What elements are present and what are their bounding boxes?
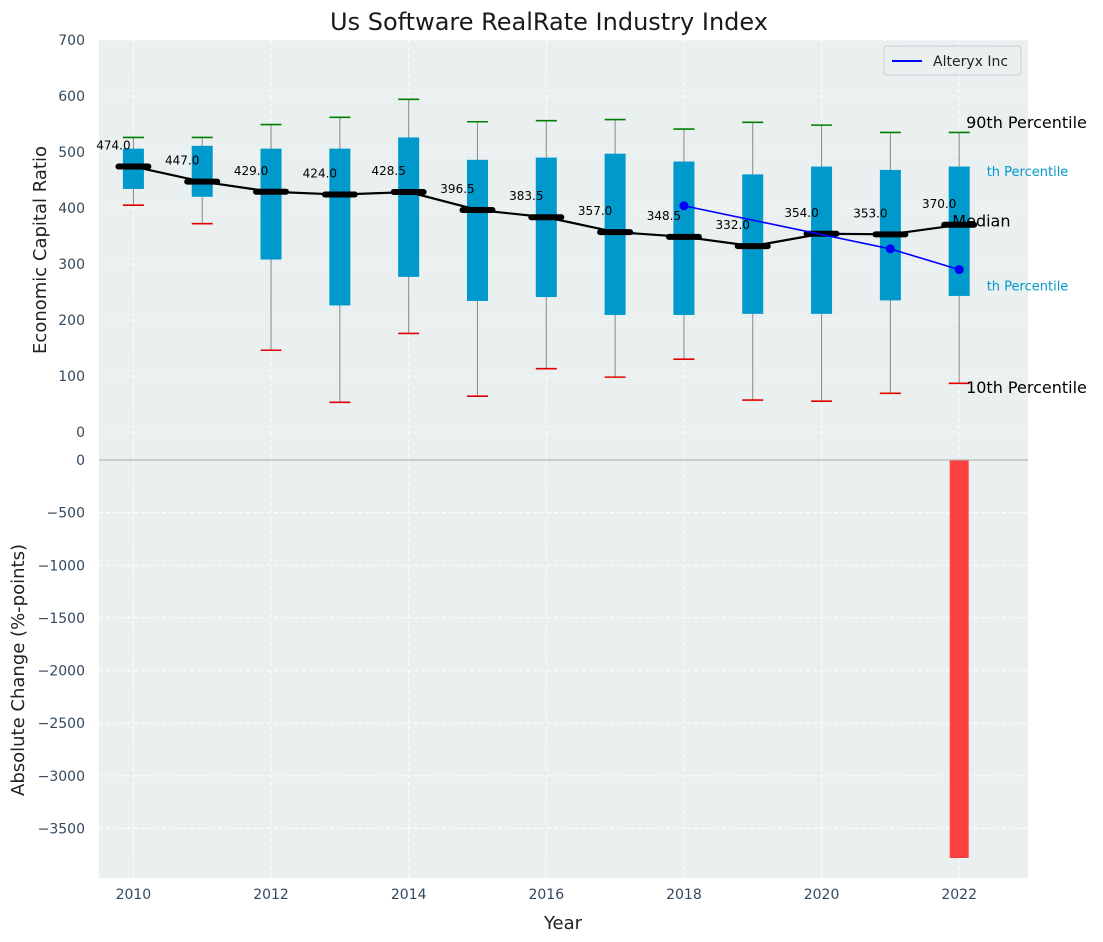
bottom-gridlines xyxy=(99,459,1028,878)
x-tick-label: 2018 xyxy=(666,887,702,903)
annotation-th-percentile: th Percentile xyxy=(987,279,1069,294)
box-2020 xyxy=(811,166,833,314)
bottom-y-tick-label: −3500 xyxy=(38,822,85,838)
top-y-tick-label: 100 xyxy=(58,369,85,385)
bottom-y-axis-label: Absolute Change (%-points) xyxy=(8,544,29,796)
x-tick-label: 2012 xyxy=(253,887,289,903)
median-label-2016: 383.5 xyxy=(509,189,543,203)
bottom-y-tick-label: −1500 xyxy=(38,611,85,627)
x-axis-label: Year xyxy=(543,913,583,934)
bottom-y-tick-label: −3000 xyxy=(38,769,85,785)
box-2013 xyxy=(329,148,351,306)
top-y-axis-label: Economic Capital Ratio xyxy=(30,146,51,354)
annotation-median: Median xyxy=(952,211,1010,230)
percentile-annotation-group: 90th Percentile th Percentile Median th Per… xyxy=(952,113,1087,397)
bottom-y-tick-label: −1000 xyxy=(38,558,85,574)
series-point-2022 xyxy=(954,265,964,275)
x-tick-label: 2022 xyxy=(941,887,977,903)
median-label-2018: 348.5 xyxy=(647,209,681,223)
chart-title: Us Software RealRate Industry Index xyxy=(330,8,768,36)
change-bar-group xyxy=(949,460,969,858)
box-2015 xyxy=(466,159,488,301)
bottom-y-tick-label: −2500 xyxy=(38,716,85,732)
company-series-group xyxy=(679,201,964,275)
legend[interactable]: Alteryx Inc xyxy=(883,45,1022,76)
annotation-th-percentile: th Percentile xyxy=(987,165,1069,180)
top-y-tick-label: 700 xyxy=(58,33,85,49)
median-label-2017: 357.0 xyxy=(578,204,612,218)
median-label-2014: 428.5 xyxy=(371,164,405,178)
series-point-2021 xyxy=(885,244,895,254)
top-y-tick-label: 200 xyxy=(58,313,85,329)
x-tick-label: 2014 xyxy=(391,887,427,903)
median-label-group: 474.0 447.0 429.0 424.0 428.5 396.5 383.5 357.0… xyxy=(96,139,956,233)
bottom-panel: 0 −500 −1000 −1500 −2000 −2500 −3000 −3500 2010… xyxy=(8,453,1028,934)
bottom-plot-background xyxy=(99,460,1028,878)
box-2022 xyxy=(948,166,970,296)
change-bar-2022 xyxy=(949,460,969,858)
median-label-2011: 447.0 xyxy=(165,154,199,168)
median-label-2010: 474.0 xyxy=(96,139,130,153)
top-y-tick-labels: 0 100 200 300 400 500 600 700 xyxy=(58,33,85,441)
median-label-2022: 370.0 xyxy=(922,197,956,211)
bottom-y-tick-labels: 0 −500 −1000 −1500 −2000 −2500 −3000 −3500 xyxy=(38,453,85,838)
top-panel: 0 100 200 300 400 500 600 700 474.0 447.0 429.0 42… xyxy=(30,33,1087,460)
top-y-tick-label: 0 xyxy=(76,425,85,441)
box-2014 xyxy=(398,137,420,277)
median-label-2020: 354.0 xyxy=(784,206,818,220)
box-2016 xyxy=(535,157,557,298)
x-tick-label: 2016 xyxy=(528,887,564,903)
bottom-y-tick-label: −500 xyxy=(47,506,85,522)
bottom-y-tick-label: −2000 xyxy=(38,664,85,680)
annotation-10th-percentile: 10th Percentile xyxy=(966,378,1087,397)
median-label-2021: 353.0 xyxy=(853,206,887,220)
x-tick-label: 2020 xyxy=(804,887,840,903)
legend-box xyxy=(883,45,1022,76)
annotation-90th-percentile: 90th Percentile xyxy=(966,113,1087,132)
bottom-y-tick-label: 0 xyxy=(76,453,85,469)
legend-label-alteryx-inc: Alteryx Inc xyxy=(933,54,1008,70)
top-y-tick-label: 600 xyxy=(58,89,85,105)
box-plot-group xyxy=(122,98,970,404)
x-tick-labels: 2010 2012 2014 2016 2018 2020 2022 xyxy=(116,887,977,903)
x-tick-label: 2010 xyxy=(116,887,152,903)
top-plot-background xyxy=(99,40,1028,460)
top-y-tick-label: 300 xyxy=(58,257,85,273)
median-label-2015: 396.5 xyxy=(440,182,474,196)
top-y-tick-label: 400 xyxy=(58,201,85,217)
median-label-2019: 332.0 xyxy=(716,218,750,232)
median-label-2013: 424.0 xyxy=(303,167,337,181)
top-y-tick-label: 500 xyxy=(58,145,85,161)
series-point-2018 xyxy=(679,201,689,211)
median-label-2012: 429.0 xyxy=(234,164,268,178)
box-2012 xyxy=(260,148,282,260)
